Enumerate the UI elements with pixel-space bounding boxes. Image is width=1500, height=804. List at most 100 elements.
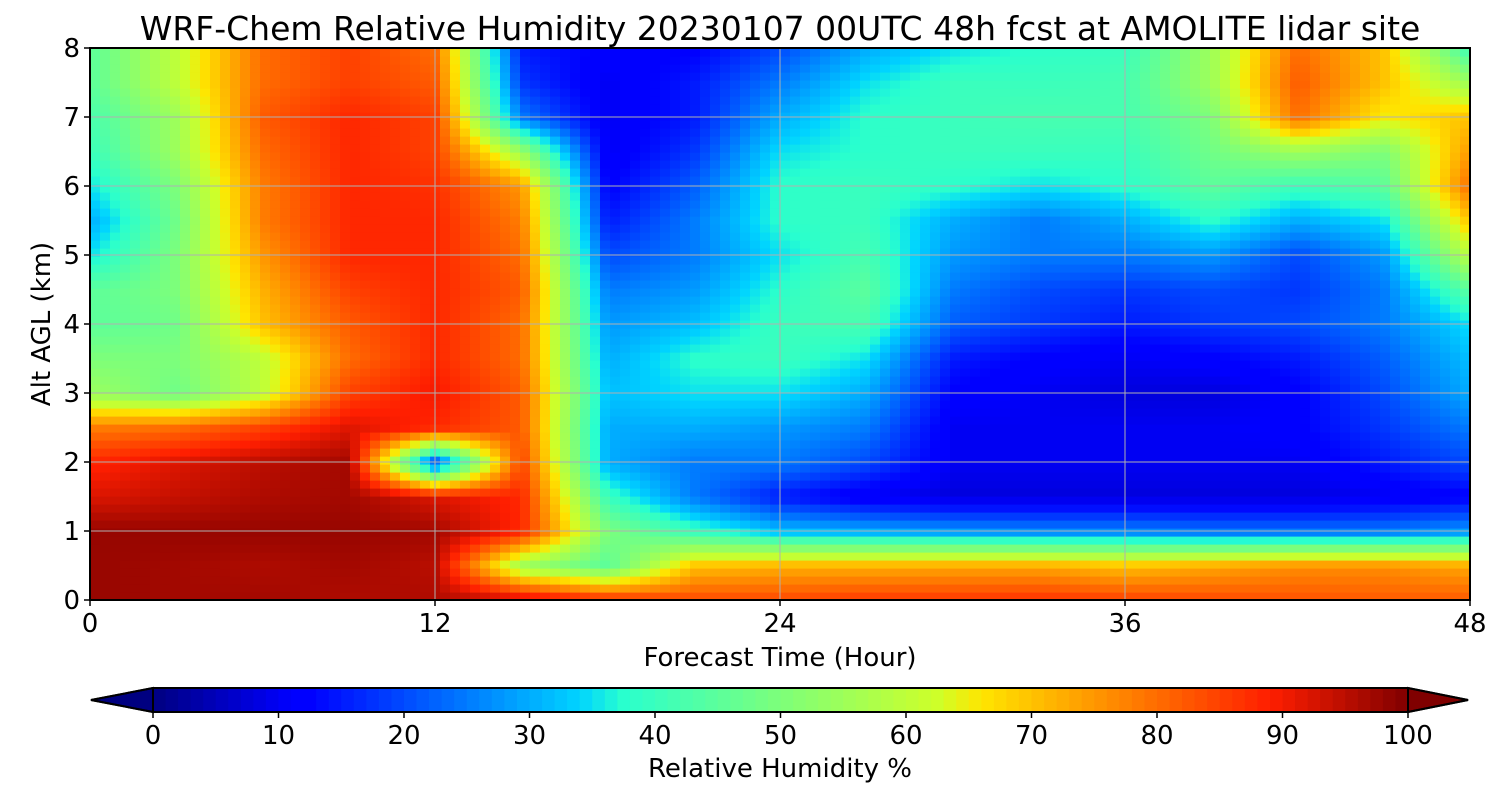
heatmap-cell [410, 528, 421, 537]
heatmap-cell [420, 168, 431, 177]
heatmap-cell [420, 488, 431, 497]
heatmap-cell [300, 184, 311, 193]
heatmap-cell [470, 304, 481, 313]
heatmap-cell [690, 544, 701, 553]
heatmap-cell [100, 368, 111, 377]
heatmap-cell [240, 360, 251, 369]
heatmap-cell [200, 64, 211, 73]
heatmap-cell [760, 568, 771, 577]
heatmap-cell [290, 232, 301, 241]
heatmap-cell [410, 288, 421, 297]
heatmap-cell [380, 488, 391, 497]
heatmap-cell [720, 368, 731, 377]
heatmap-cell [240, 552, 251, 561]
heatmap-cell [220, 432, 231, 441]
heatmap-cell [250, 424, 261, 433]
heatmap-cell [380, 128, 391, 137]
heatmap-cell [500, 456, 511, 465]
heatmap-cell [400, 216, 411, 225]
heatmap-cell [460, 168, 471, 177]
heatmap-cell [140, 176, 151, 185]
heatmap-cell [610, 440, 621, 449]
heatmap-cell [230, 280, 241, 289]
heatmap-cell [350, 64, 361, 73]
heatmap-cell [380, 200, 391, 209]
heatmap-cell [570, 192, 581, 201]
heatmap-cell [310, 560, 321, 569]
heatmap-cell [220, 96, 231, 105]
heatmap-cell [510, 352, 521, 361]
heatmap-cell [300, 176, 311, 185]
heatmap-cell [710, 560, 721, 569]
heatmap-cell [110, 128, 121, 137]
heatmap-cell [200, 264, 211, 273]
heatmap-cell [330, 112, 341, 121]
heatmap-cell [760, 408, 771, 417]
heatmap-cell [770, 304, 781, 313]
heatmap-cell [600, 552, 611, 561]
heatmap-cell [520, 472, 531, 481]
heatmap-cell [630, 264, 641, 273]
heatmap-cell [210, 576, 221, 585]
heatmap-cell [800, 424, 811, 433]
heatmap-cell [200, 248, 211, 257]
heatmap-cell [610, 328, 621, 337]
heatmap-cell [190, 264, 201, 273]
heatmap-cell [570, 176, 581, 185]
heatmap-cell [620, 88, 631, 97]
heatmap-cell [590, 312, 601, 321]
heatmap-cell [210, 408, 221, 417]
heatmap-cell [570, 392, 581, 401]
heatmap-cell [230, 472, 241, 481]
heatmap-cell [500, 392, 511, 401]
heatmap-cell [210, 168, 221, 177]
heatmap-cell [420, 568, 431, 577]
heatmap-cell [590, 544, 601, 553]
heatmap-cell [790, 400, 801, 409]
heatmap-cell [510, 464, 521, 473]
heatmap-cell [540, 568, 551, 577]
heatmap-cell [710, 264, 721, 273]
heatmap-cell [250, 168, 261, 177]
heatmap-cell [650, 280, 661, 289]
heatmap-cell [580, 256, 591, 265]
heatmap-cell [750, 352, 761, 361]
heatmap-cell [110, 328, 121, 337]
heatmap-cell [770, 160, 781, 169]
heatmap-cell [650, 384, 661, 393]
heatmap-cell [110, 536, 121, 545]
heatmap-cell [260, 432, 271, 441]
heatmap-cell [380, 464, 391, 473]
heatmap-cell [710, 272, 721, 281]
heatmap-cell [750, 248, 761, 257]
heatmap-cell [530, 168, 541, 177]
heatmap-cell [130, 408, 141, 417]
heatmap-cell [360, 184, 371, 193]
heatmap-cell [610, 448, 621, 457]
heatmap-cell [600, 80, 611, 89]
heatmap-cell [190, 432, 201, 441]
heatmap-cell [260, 144, 271, 153]
heatmap-cell [310, 552, 321, 561]
heatmap-cell [360, 592, 371, 601]
heatmap-cell [730, 312, 741, 321]
heatmap-cell [720, 384, 731, 393]
heatmap-cell [180, 456, 191, 465]
heatmap-cell [750, 440, 761, 449]
heatmap-cell [370, 312, 381, 321]
heatmap-cell [380, 584, 391, 593]
heatmap-cell [420, 256, 431, 265]
heatmap-cell [250, 512, 261, 521]
heatmap-cell [650, 568, 661, 577]
heatmap-cell [260, 496, 271, 505]
heatmap-cell [370, 336, 381, 345]
heatmap-cell [310, 184, 321, 193]
heatmap-cell [460, 120, 471, 129]
heatmap-cell [130, 336, 141, 345]
heatmap-cell [330, 544, 341, 553]
heatmap-cell [440, 416, 451, 425]
heatmap-cell [370, 560, 381, 569]
heatmap-cell [560, 392, 571, 401]
heatmap-cell [590, 480, 601, 489]
heatmap-cell [450, 80, 461, 89]
